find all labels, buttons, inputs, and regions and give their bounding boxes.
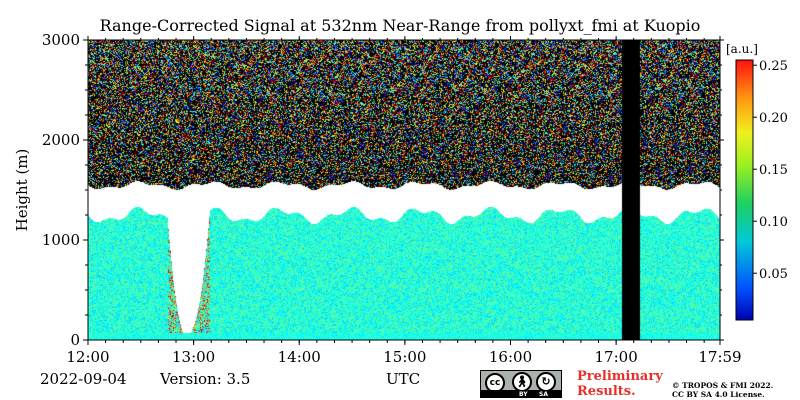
x-tick-label: 17:59 — [698, 348, 741, 366]
colorbar-tick-label: 0.05 — [759, 267, 788, 282]
x-tick-label: 17:00 — [595, 348, 638, 366]
colorbar-tick-label: 0.15 — [759, 163, 788, 178]
colorbar-tick-label: 0.25 — [759, 59, 788, 74]
colorbar — [735, 59, 754, 321]
y-tick-label: 2000 — [42, 131, 80, 149]
by-text: BY — [519, 391, 528, 398]
y-axis-label: Height (m) — [13, 149, 31, 232]
copyright-line-1: © TROPOS & FMI 2022. — [672, 381, 774, 390]
y-tick-label: 3000 — [42, 31, 80, 49]
date-label: 2022-09-04 — [40, 370, 127, 388]
cc-license-badge: cc 🚶︎ ↻ BY SA — [480, 370, 562, 398]
colorbar-tick-label: 0.10 — [759, 215, 788, 230]
x-tick-label: 13:00 — [172, 348, 215, 366]
chart-title: Range-Corrected Signal at 532nm Near-Ran… — [99, 16, 701, 35]
y-axis: 0 1000 2000 3000 — [42, 31, 724, 349]
x-axis: 12:00 13:00 14:00 15:00 16:00 17:00 17:59 — [66, 36, 742, 366]
y-tick-label: 1000 — [42, 231, 80, 249]
copyright-line-2: CC BY SA 4.0 License. — [672, 390, 765, 399]
x-tick-label: 15:00 — [383, 348, 426, 366]
preliminary-line-2: Results. — [577, 384, 636, 399]
colorbar-tick-label: 0.20 — [759, 111, 788, 126]
copyright-notice: © TROPOS & FMI 2022. CC BY SA 4.0 Licens… — [672, 381, 773, 399]
x-tick-label: 16:00 — [489, 348, 532, 366]
preliminary-notice: Preliminary Results. — [577, 369, 663, 399]
x-tick-label: 14:00 — [278, 348, 321, 366]
x-tick-label: 12:00 — [66, 348, 109, 366]
preliminary-line-1: Preliminary — [577, 369, 663, 384]
by-icon: 🚶︎ — [512, 372, 532, 392]
colorbar-ticks: 0.05 0.10 0.15 0.20 0.25 — [753, 59, 788, 282]
y-tick-label: 0 — [70, 331, 80, 349]
signal-heatmap — [88, 40, 720, 340]
colorbar-label: [a.u.] — [726, 42, 758, 56]
cc-strip: BY SA — [481, 390, 561, 398]
sa-icon: ↻ — [536, 372, 556, 392]
cc-icon: cc — [485, 373, 505, 393]
sa-text: SA — [539, 391, 548, 398]
version-label: Version: 3.5 — [160, 370, 251, 388]
x-axis-label: UTC — [386, 370, 421, 388]
